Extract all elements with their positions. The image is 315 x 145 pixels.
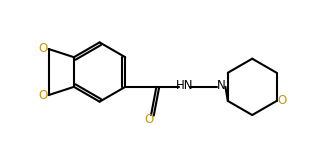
- Text: O: O: [145, 113, 154, 126]
- Text: O: O: [39, 89, 48, 102]
- Text: O: O: [277, 94, 286, 107]
- Text: O: O: [39, 42, 48, 55]
- Text: HN: HN: [176, 79, 193, 92]
- Text: N: N: [217, 79, 226, 92]
